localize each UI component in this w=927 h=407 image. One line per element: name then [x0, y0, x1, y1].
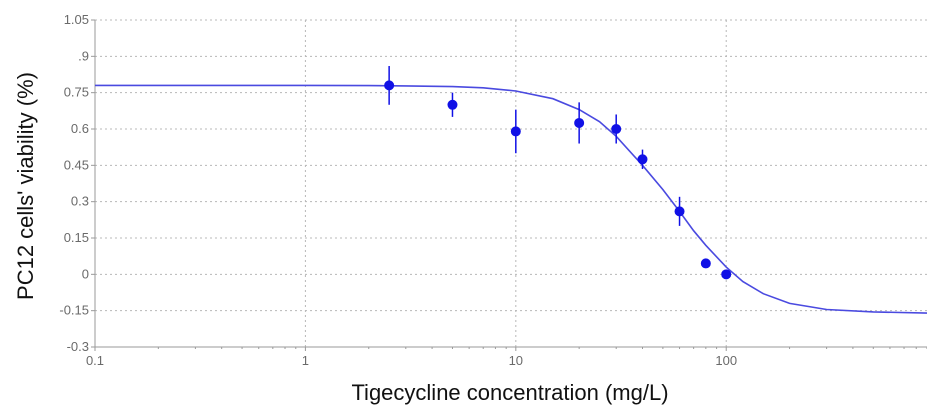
- x-tick-labels: 0.1 1 10 100: [86, 353, 737, 368]
- y-axis-title: PC12 cells' viability (%): [13, 72, 38, 300]
- data-point: [510, 126, 521, 137]
- y-tick-label: 0.3: [71, 194, 89, 209]
- y-tick-label: -0.15: [59, 303, 89, 318]
- y-tick-label: 0.75: [64, 85, 89, 100]
- fitted-curve: [95, 84, 927, 314]
- y-tick-label: 0: [82, 266, 89, 281]
- data-point: [574, 117, 585, 128]
- y-tick-label: 0.15: [64, 230, 89, 245]
- grid: [95, 19, 927, 347]
- y-tick-label: .9: [78, 48, 89, 63]
- data-point: [721, 269, 732, 280]
- data-point: [611, 124, 622, 134]
- x-tick-label: 10: [509, 353, 523, 368]
- fit-curve-line: [95, 84, 927, 314]
- axes: [91, 19, 927, 351]
- y-tick-label: 0.45: [64, 157, 89, 172]
- data-point: [637, 154, 648, 165]
- data-point: [447, 99, 458, 110]
- x-axis-title: Tigecycline concentration (mg/L): [351, 380, 668, 405]
- y-tick-label: 1.05: [64, 12, 89, 27]
- data-point: [384, 80, 395, 91]
- y-tick-labels: -0.3 -0.15 0 0.15 0.3 0.45 0.6 0.75 .9 1.05: [59, 12, 89, 354]
- data-point: [674, 206, 685, 217]
- data-point: [700, 258, 711, 269]
- x-tick-label: 0.1: [86, 353, 104, 368]
- x-tick-label: 100: [715, 353, 737, 368]
- y-tick-label: -0.3: [67, 339, 89, 354]
- x-tick-label: 1: [302, 353, 309, 368]
- y-tick-label: 0.6: [71, 121, 89, 136]
- data-points: [384, 66, 732, 280]
